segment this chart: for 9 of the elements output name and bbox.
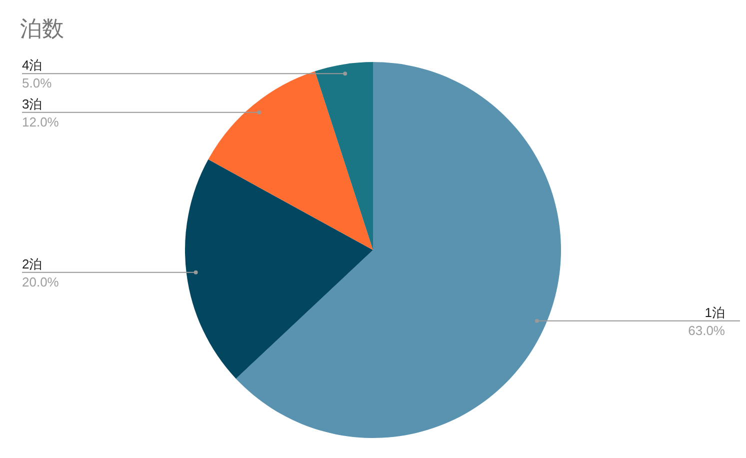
slice-label: 4泊: [22, 58, 42, 73]
slice-label: 3泊: [22, 96, 42, 112]
data-label: 20.0%: [22, 274, 60, 290]
slice-label: 1泊: [704, 304, 725, 320]
slice-label: 2泊: [22, 256, 42, 272]
data-label: 5.0%: [22, 76, 52, 91]
data-label: 63.0%: [688, 322, 726, 338]
chart-title: 泊数: [20, 15, 64, 43]
data-label: 12.0%: [22, 114, 60, 130]
